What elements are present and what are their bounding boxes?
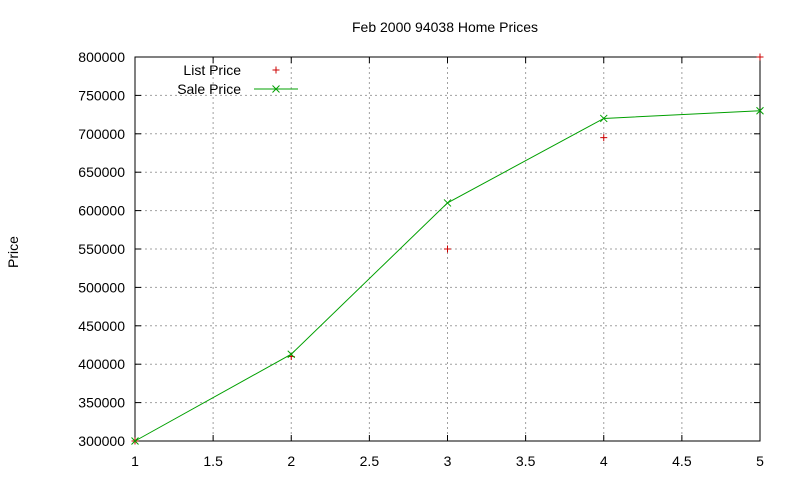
chart-title: Feb 2000 94038 Home Prices (352, 19, 538, 35)
legend-marker (272, 66, 280, 74)
x-tick-label: 3 (444, 453, 452, 469)
y-tick-label: 650000 (78, 164, 125, 180)
y-tick-label: 450000 (78, 318, 125, 334)
y-tick-label: 800000 (78, 49, 125, 65)
data-point (600, 134, 608, 142)
x-tick-label: 1 (131, 453, 139, 469)
legend-label: List Price (183, 62, 241, 78)
series-1 (131, 106, 764, 445)
axes: 1 1.5 2 2.5 3 3.5 4 4.5 5 300000 350000 400000 45000… (78, 49, 764, 469)
data-point (756, 106, 764, 115)
legend-item: Sale Price (177, 81, 298, 97)
x-tick-label: 5 (756, 453, 764, 469)
legend-item: List Price (183, 62, 280, 78)
x-tick-label: 1.5 (203, 453, 223, 469)
legend-label: Sale Price (177, 81, 241, 97)
y-tick-label: 550000 (78, 241, 125, 257)
y-tick-label: 350000 (78, 395, 125, 411)
x-tick-label: 2.5 (360, 453, 380, 469)
series-layer (131, 53, 764, 445)
y-tick-label: 600000 (78, 203, 125, 219)
data-point (131, 437, 139, 445)
y-axis-label: Price (5, 236, 21, 268)
data-point (443, 199, 452, 207)
data-point (599, 114, 608, 123)
y-tick-label: 750000 (78, 87, 125, 103)
series-line (134, 110, 761, 442)
x-tick-label: 4.5 (672, 453, 692, 469)
y-tick-label: 300000 (78, 433, 125, 449)
y-tick-label: 500000 (78, 279, 125, 295)
x-tick-label: 4 (600, 453, 608, 469)
legend: List Price Sale Price (177, 62, 298, 97)
legend-marker (272, 85, 280, 93)
y-tick-label: 700000 (78, 126, 125, 142)
x-tick-label: 2 (287, 453, 295, 469)
plot-frame (134, 56, 761, 442)
y-tick-label: 400000 (78, 356, 125, 372)
data-point (444, 245, 451, 253)
x-tick-label: 3.5 (516, 453, 536, 469)
data-point (287, 350, 296, 359)
data-point (756, 53, 764, 61)
